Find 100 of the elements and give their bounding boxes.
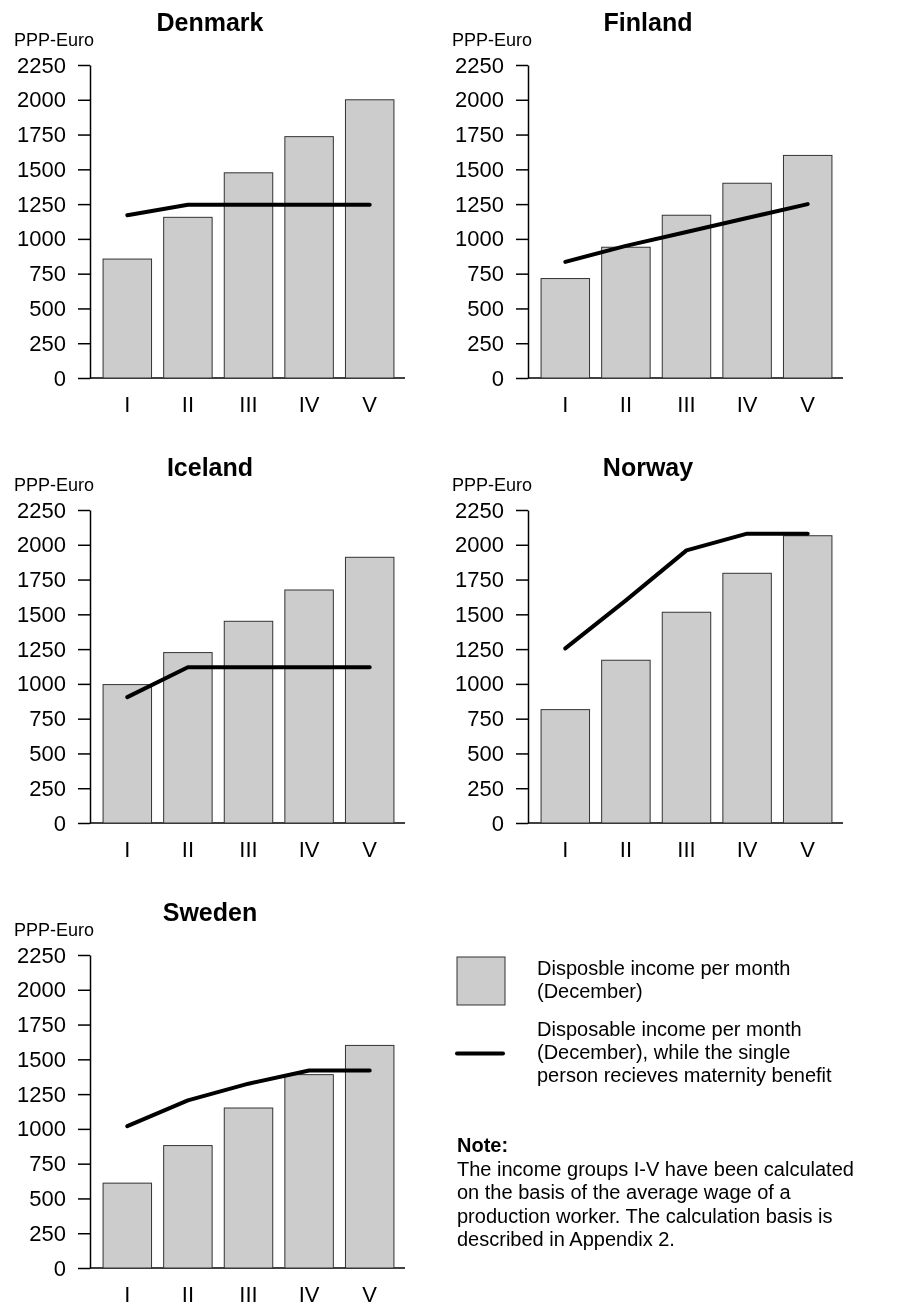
y-tick-label: 2000 bbox=[455, 87, 504, 113]
x-tick-label: I bbox=[562, 392, 569, 417]
y-tick-label: 750 bbox=[467, 261, 504, 287]
y-tick-label: 1500 bbox=[455, 601, 504, 627]
legend-label: Disposble income per month (December) bbox=[537, 957, 791, 1002]
text: Note: bbox=[457, 1134, 509, 1156]
y-tick-label: 1000 bbox=[17, 1116, 66, 1142]
y-tick-label: 2000 bbox=[455, 532, 504, 558]
x-tick-label: V bbox=[800, 392, 816, 417]
y-tick-label: 0 bbox=[53, 810, 66, 836]
y-tick-label: 1250 bbox=[17, 1081, 66, 1107]
y-tick-label: 750 bbox=[29, 1151, 66, 1177]
y-tick-label: 500 bbox=[467, 295, 504, 321]
y-tick-label: 1750 bbox=[455, 122, 504, 148]
x-tick-label: V bbox=[362, 837, 378, 862]
y-tick-label: 750 bbox=[29, 261, 66, 287]
bar bbox=[661, 214, 712, 379]
y-tick-label: 2000 bbox=[17, 977, 66, 1003]
y-tick-label: 250 bbox=[29, 775, 66, 801]
chart-title: Denmark bbox=[156, 8, 264, 36]
x-tick-label: III bbox=[239, 392, 258, 417]
y-tick-label: 250 bbox=[467, 775, 504, 801]
x-tick-label: III bbox=[239, 837, 258, 862]
y-tick-label: 1500 bbox=[455, 156, 504, 182]
chart-title: Sweden bbox=[162, 898, 258, 926]
y-tick-label: 250 bbox=[29, 1220, 66, 1246]
bar bbox=[102, 258, 153, 379]
y-tick-label: 1750 bbox=[17, 122, 66, 148]
y-tick-label: 1500 bbox=[17, 156, 66, 182]
bar bbox=[661, 611, 712, 824]
y-tick-label: 2250 bbox=[17, 497, 66, 523]
line-series bbox=[563, 531, 810, 651]
y-tick-label: 2250 bbox=[455, 52, 504, 78]
y-axis-title: PPP-Euro bbox=[14, 920, 95, 940]
y-tick-label: 2250 bbox=[17, 942, 66, 968]
x-tick-label: III bbox=[677, 392, 696, 417]
bar bbox=[601, 659, 651, 824]
y-tick-label: 1250 bbox=[455, 636, 504, 662]
x-tick-label: I bbox=[124, 392, 131, 417]
y-tick-label: 1250 bbox=[17, 191, 66, 217]
bar bbox=[223, 1107, 274, 1269]
y-tick-label: 0 bbox=[491, 365, 504, 391]
text: The income groups I-V have been calculated on the basis of the average wage of a production worker. The calculation basis is described in Appendix 2. bbox=[457, 1157, 854, 1250]
bar bbox=[284, 136, 334, 379]
y-tick-label: 750 bbox=[467, 706, 504, 732]
bar bbox=[163, 652, 213, 824]
x-tick-label: II bbox=[181, 837, 195, 862]
bar bbox=[344, 1044, 395, 1269]
chart-title: Finland bbox=[603, 8, 693, 36]
y-tick-label: 250 bbox=[29, 330, 66, 356]
y-tick-label: 1000 bbox=[17, 226, 66, 252]
bar bbox=[601, 246, 651, 379]
bar bbox=[102, 684, 153, 824]
bar bbox=[102, 1182, 153, 1269]
bar bbox=[540, 709, 591, 824]
y-tick-label: 2250 bbox=[455, 497, 504, 523]
x-tick-label: V bbox=[362, 392, 378, 417]
y-tick-label: 1500 bbox=[17, 601, 66, 627]
bar bbox=[223, 620, 274, 824]
x-tick-label: IV bbox=[736, 837, 758, 862]
y-axis-title: PPP-Euro bbox=[14, 30, 95, 50]
x-tick-label: IV bbox=[736, 392, 758, 417]
line-series bbox=[563, 202, 810, 264]
bar bbox=[782, 535, 833, 824]
x-tick-label: III bbox=[677, 837, 696, 862]
y-tick-label: 1500 bbox=[17, 1046, 66, 1072]
y-axis-title: PPP-Euro bbox=[452, 30, 533, 50]
legend-label: Disposable income per month (December), while the single person recieves maternity benefit bbox=[537, 1018, 833, 1086]
y-tick-label: 500 bbox=[29, 740, 66, 766]
bar bbox=[284, 1074, 334, 1269]
x-tick-label: I bbox=[124, 837, 131, 862]
x-tick-label: V bbox=[362, 1282, 378, 1304]
bar bbox=[163, 1145, 213, 1269]
bar bbox=[722, 182, 772, 379]
x-tick-label: II bbox=[619, 392, 633, 417]
bar bbox=[344, 556, 395, 824]
x-tick-label: III bbox=[239, 1282, 258, 1304]
y-tick-label: 1250 bbox=[455, 191, 504, 217]
y-tick-label: 250 bbox=[467, 330, 504, 356]
x-tick-label: II bbox=[181, 1282, 195, 1304]
y-tick-label: 2000 bbox=[17, 87, 66, 113]
x-tick-label: IV bbox=[298, 392, 320, 417]
y-tick-label: 750 bbox=[29, 706, 66, 732]
y-tick-label: 1250 bbox=[17, 636, 66, 662]
x-tick-label: V bbox=[800, 837, 816, 862]
bar bbox=[722, 572, 772, 824]
bar bbox=[284, 589, 334, 824]
chart-title: Norway bbox=[602, 453, 694, 481]
x-tick-label: I bbox=[124, 1282, 131, 1304]
chart-title: Iceland bbox=[166, 453, 254, 481]
y-axis-title: PPP-Euro bbox=[452, 475, 533, 495]
x-tick-label: I bbox=[562, 837, 569, 862]
bar bbox=[540, 278, 591, 379]
x-tick-label: IV bbox=[298, 837, 320, 862]
y-tick-label: 0 bbox=[53, 1255, 66, 1281]
y-tick-label: 500 bbox=[29, 1185, 66, 1211]
y-tick-label: 1750 bbox=[455, 567, 504, 593]
y-tick-label: 500 bbox=[29, 295, 66, 321]
y-tick-label: 1750 bbox=[17, 1012, 66, 1038]
line-series bbox=[125, 1068, 372, 1129]
